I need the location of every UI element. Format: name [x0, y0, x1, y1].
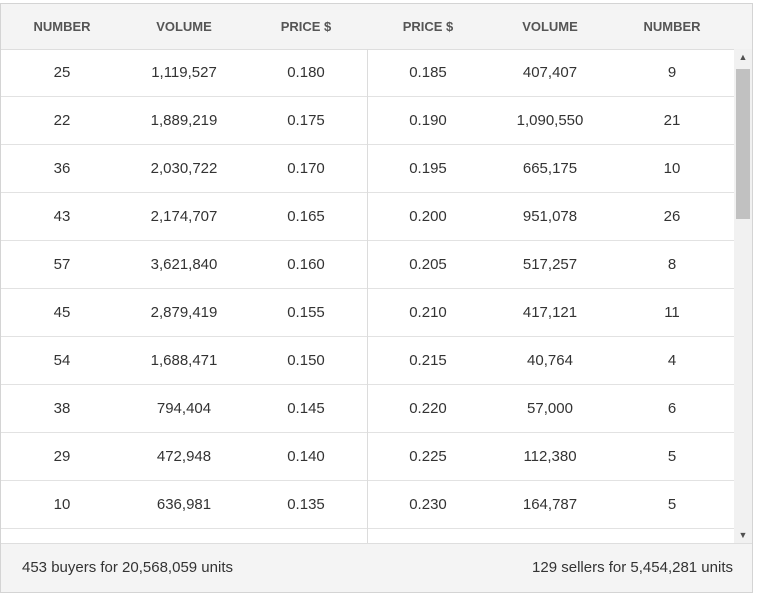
- buy-volume-cell: 794,404: [156, 400, 212, 417]
- sell-price-cell: 0.190: [409, 112, 447, 129]
- buy-number-cell: 29: [53, 448, 71, 465]
- header-sell-volume: VOLUME: [522, 19, 578, 34]
- sell-price-cell: 0.210: [409, 304, 447, 321]
- buy-volume-cell: 1,889,219: [150, 112, 218, 129]
- table-body[interactable]: 25 1,119,527 0.180 0.185 407,407 9 22 1,889,219…: [1, 49, 752, 543]
- buy-price-cell: 0.170: [287, 160, 325, 177]
- buy-volume-cell: 1,119,527: [151, 64, 217, 81]
- sell-number-cell: 6: [667, 400, 677, 417]
- sell-price-cell: [367, 529, 489, 543]
- buy-number-cell: 36: [53, 160, 71, 177]
- header-sell-number: NUMBER: [643, 19, 701, 34]
- sellers-summary: 129 sellers for 5,454,281 units: [532, 559, 733, 576]
- buy-volume-cell: 2,879,419: [150, 304, 218, 321]
- sell-price-cell: 0.185: [409, 64, 447, 81]
- buy-number-cell: 43: [53, 208, 71, 225]
- sell-volume-cell: 417,121: [522, 304, 578, 321]
- market-depth-panel: NUMBER VOLUME PRICE $ PRICE $ VOLUME NUM…: [0, 3, 753, 593]
- buy-number-cell: 45: [53, 304, 71, 321]
- buy-price-cell: 0.175: [287, 112, 325, 129]
- buy-volume-cell: [123, 529, 245, 543]
- buy-number-cell: 22: [53, 112, 71, 129]
- buy-price-cell: [245, 529, 367, 543]
- buy-price-cell: 0.135: [287, 496, 325, 513]
- sell-price-cell: 0.195: [409, 160, 447, 177]
- sell-number-cell: 4: [667, 352, 677, 369]
- table-rows: 25 1,119,527 0.180 0.185 407,407 9 22 1,889,219…: [1, 49, 734, 543]
- sell-number-cell: 8: [667, 256, 677, 273]
- header-buy-number: NUMBER: [33, 19, 91, 34]
- sell-price-cell: 0.215: [409, 352, 447, 369]
- buy-price-cell: 0.165: [287, 208, 325, 225]
- sell-volume-cell: 164,787: [522, 496, 578, 513]
- buy-volume-cell: 1,688,471: [150, 352, 218, 369]
- sell-number-cell: 10: [663, 160, 681, 177]
- buy-volume-cell: 3,621,840: [150, 256, 218, 273]
- sell-volume-cell: 1,090,550: [516, 112, 584, 129]
- buy-volume-cell: 2,174,707: [150, 208, 218, 225]
- header-buy-price: PRICE $: [280, 19, 332, 34]
- buy-volume-cell: 2,030,722: [150, 160, 218, 177]
- sell-number-cell: 21: [663, 112, 681, 129]
- table-header: NUMBER VOLUME PRICE $ PRICE $ VOLUME NUM…: [1, 4, 752, 50]
- sell-number-cell: 5: [667, 448, 677, 465]
- sell-volume-cell: 407,407: [522, 64, 578, 81]
- buy-volume-cell: 636,981: [156, 496, 212, 513]
- buyers-summary: 453 buyers for 20,568,059 units: [22, 559, 233, 576]
- scroll-up-icon[interactable]: ▲: [738, 52, 748, 62]
- header-buy-volume: VOLUME: [156, 19, 212, 34]
- buy-price-cell: 0.150: [287, 352, 325, 369]
- buy-sell-divider: [367, 49, 368, 543]
- sell-volume-cell: 951,078: [522, 208, 578, 225]
- sell-number-cell: 5: [667, 496, 677, 513]
- sell-price-cell: 0.220: [409, 400, 447, 417]
- buy-number-cell: [1, 529, 123, 543]
- sell-volume-cell: 517,257: [522, 256, 578, 273]
- sell-price-cell: 0.230: [409, 496, 447, 513]
- sell-price-cell: 0.225: [409, 448, 447, 465]
- buy-price-cell: 0.155: [287, 304, 325, 321]
- buy-number-cell: 57: [53, 256, 71, 273]
- vertical-scrollbar[interactable]: ▲ ▼: [734, 49, 752, 543]
- sell-number-cell: 26: [663, 208, 681, 225]
- sell-volume-cell: 40,764: [527, 352, 573, 369]
- buy-price-cell: 0.145: [287, 400, 325, 417]
- summary-footer: 453 buyers for 20,568,059 units 129 sell…: [1, 543, 752, 592]
- buy-price-cell: 0.140: [287, 448, 325, 465]
- buy-volume-cell: 472,948: [156, 448, 212, 465]
- sell-number-cell: 9: [667, 64, 677, 81]
- sell-number-cell: 11: [664, 304, 680, 321]
- sell-volume-cell: 57,000: [527, 400, 573, 417]
- sell-price-cell: 0.200: [409, 208, 447, 225]
- sell-price-cell: 0.205: [409, 256, 447, 273]
- sell-volume-cell: 112,380: [523, 448, 577, 465]
- sell-volume-cell: 665,175: [522, 160, 578, 177]
- buy-number-cell: 38: [53, 400, 71, 417]
- sell-volume-cell: [489, 529, 611, 543]
- buy-number-cell: 25: [53, 64, 71, 81]
- buy-number-cell: 54: [53, 352, 71, 369]
- sell-number-cell: [611, 529, 733, 543]
- buy-price-cell: 0.160: [287, 256, 325, 273]
- scrollbar-thumb[interactable]: [736, 69, 750, 219]
- buy-price-cell: 0.180: [287, 64, 325, 81]
- buy-number-cell: 10: [53, 496, 71, 513]
- header-sell-price: PRICE $: [402, 19, 454, 34]
- scroll-down-icon[interactable]: ▼: [738, 530, 748, 540]
